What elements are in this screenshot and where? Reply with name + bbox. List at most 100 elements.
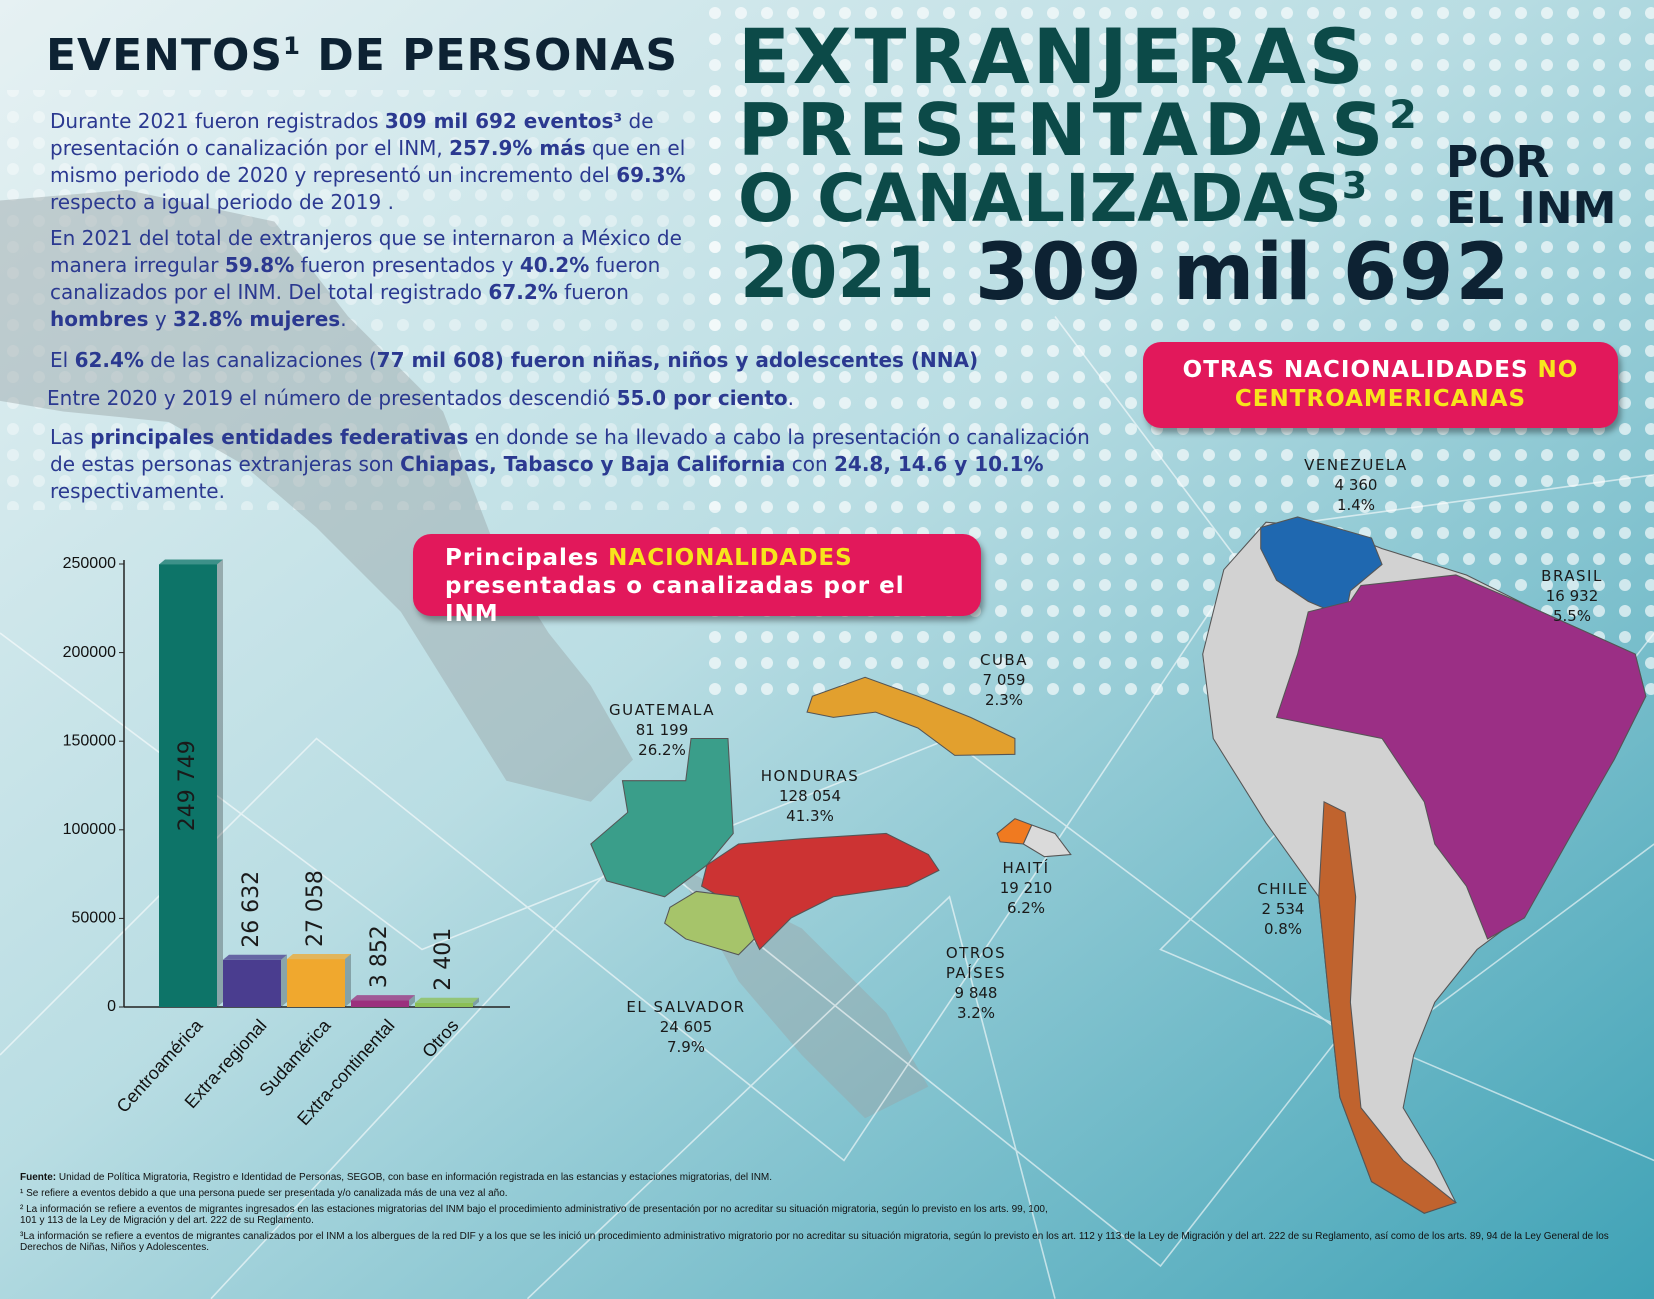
text: fueron: [557, 280, 629, 304]
dot-pattern: [0, 90, 720, 510]
text: y: [148, 307, 174, 331]
title-text: POR: [1446, 137, 1550, 188]
bar: [159, 564, 217, 1007]
total: 309 mil 692: [975, 228, 1512, 318]
country-value: 9 848: [954, 984, 998, 1002]
bold-text: 24.8, 14.6 y 10.1%: [833, 452, 1044, 476]
footnote: ² La información se refiere a eventos de…: [20, 1204, 1048, 1226]
bold-text: 67.2%: [488, 280, 558, 304]
text: en donde se ha llevado a cabo la present…: [50, 425, 1090, 476]
dominican-shape: [1022, 824, 1072, 858]
country-percent: 3.2%: [956, 1004, 996, 1022]
country-name: OTROS PAÍSES: [945, 944, 1007, 982]
paragraph: Las principales entidades federativas en…: [50, 424, 1090, 505]
title-line4: O CANALIZADAS3: [738, 160, 1367, 237]
text: que en el mismo periodo de 2020 y repres…: [50, 136, 686, 187]
chile-shape: [1318, 800, 1457, 1214]
bold-text: principales entidades federativas: [90, 425, 469, 449]
bar-top: [415, 997, 479, 1003]
bar-side: [473, 997, 479, 1007]
country-name: BRASIL: [1541, 567, 1603, 585]
country-label: CHILE 2 534 0.8%: [1233, 879, 1333, 939]
country-label: HAITÍ 19 210 6.2%: [976, 858, 1076, 918]
country-label: OTROS PAÍSES 9 848 3.2%: [931, 943, 1021, 1023]
bar: [223, 959, 281, 1007]
y-tick-label: 250000: [63, 555, 116, 572]
country-value: 24 605: [659, 1018, 713, 1036]
cuba-shape: [806, 676, 1016, 756]
footnote: ¹ Se refiere a eventos debido a que una …: [20, 1188, 508, 1199]
bar-side: [409, 995, 415, 1007]
country-percent: 0.8%: [1263, 920, 1303, 938]
bar-top: [351, 995, 415, 1001]
bold-text: 32.8% mujeres: [173, 307, 341, 331]
title-text: EVENTOS: [46, 30, 284, 81]
box-text: Principales: [445, 545, 609, 571]
country-label: EL SALVADOR 24 605 7.9%: [596, 997, 776, 1057]
bold-text: 77 mil 608) fueron niñas, niños y adoles…: [376, 348, 979, 372]
text: respecto a igual periodo de 2019 .: [50, 190, 394, 214]
country-percent: 2.3%: [984, 691, 1024, 709]
text: respectivamente.: [50, 479, 225, 503]
y-tick-label: 50000: [72, 910, 117, 927]
title-line2: EXTRANJERAS: [738, 12, 1367, 101]
bold-text: 62.4%: [74, 348, 144, 372]
text: .: [787, 386, 795, 410]
footnote: ³La información se refiere a eventos de …: [20, 1231, 1609, 1253]
value-label: 249 749: [175, 740, 200, 831]
bar-side: [281, 954, 287, 1007]
bold-text: hombres: [50, 307, 149, 331]
bar-side: [217, 559, 223, 1007]
country-label: BRASIL 16 932 5.5%: [1512, 566, 1632, 626]
source-text: Unidad de Política Migratoria, Registro …: [56, 1172, 773, 1183]
country-percent: 5.5%: [1552, 607, 1592, 625]
nationalities-box: Principales NACIONALIDADES presentadas o …: [413, 534, 981, 627]
bar-top: [159, 559, 223, 565]
value-label: 2 401: [431, 928, 456, 991]
bar-top: [223, 954, 287, 960]
country-label: HONDURAS 128 054 41.3%: [740, 766, 880, 826]
y-tick-label: 0: [107, 998, 116, 1015]
country-name: CHILE: [1257, 880, 1309, 898]
title-text: DE PERSONAS: [317, 30, 679, 81]
text: fueron canalizados por el INM. Del total…: [50, 253, 661, 304]
text: fueron presentados y: [294, 253, 520, 277]
source: Fuente: Unidad de Política Migratoria, R…: [20, 1172, 1620, 1183]
paragraph: El 62.4% de las canalizaciones (77 mil 6…: [50, 347, 1100, 374]
text: Entre 2020 y 2019 el número de presentad…: [47, 386, 617, 410]
box-text: NACIONALIDADES: [608, 545, 853, 571]
text: Durante 2021 fueron registrados: [50, 109, 385, 133]
y-tick-label: 200000: [63, 644, 116, 661]
box-text: presentadas o canalizadas por el INM: [445, 573, 905, 627]
y-tick-label: 100000: [63, 821, 116, 838]
country-label: VENEZUELA 4 360 1.4%: [1291, 455, 1421, 515]
box-text: NO CENTROAMERICANAS: [1234, 357, 1579, 412]
country-percent: 7.9%: [666, 1038, 706, 1056]
text: .: [340, 307, 347, 331]
title-text: EL INM: [1446, 183, 1617, 234]
text: En 2021 del total de extranjeros que se …: [50, 226, 682, 277]
decor: [0, 189, 1654, 1299]
country-name: CUBA: [979, 651, 1028, 669]
bar: [351, 1000, 409, 1007]
country-label: GUATEMALA 81 199 26.2%: [592, 700, 732, 760]
country-name: HAITÍ: [1002, 859, 1050, 877]
box-text: OTRAS NACIONALIDADES: [1182, 357, 1538, 383]
footnote-ref: 1: [283, 32, 301, 61]
paragraph: Entre 2020 y 2019 el número de presentad…: [47, 385, 1097, 412]
text: de las canalizaciones (: [143, 348, 377, 372]
country-value: 81 199: [635, 721, 689, 739]
bold-text: Chiapas, Tabasco y Baja California: [400, 452, 786, 476]
mexico-silhouette: [0, 189, 633, 802]
text: Las: [50, 425, 91, 449]
footnote-ref: 2: [1389, 91, 1423, 138]
country-percent: 1.4%: [1336, 496, 1376, 514]
country-value: 128 054: [778, 787, 842, 805]
x-tick-label: Otros: [418, 1015, 462, 1061]
bold-text: 69.3%: [616, 163, 686, 187]
box-content: OTRAS NACIONALIDADES NO CENTROAMERICANAS: [1143, 356, 1618, 414]
country-value: 7 059: [982, 671, 1026, 689]
